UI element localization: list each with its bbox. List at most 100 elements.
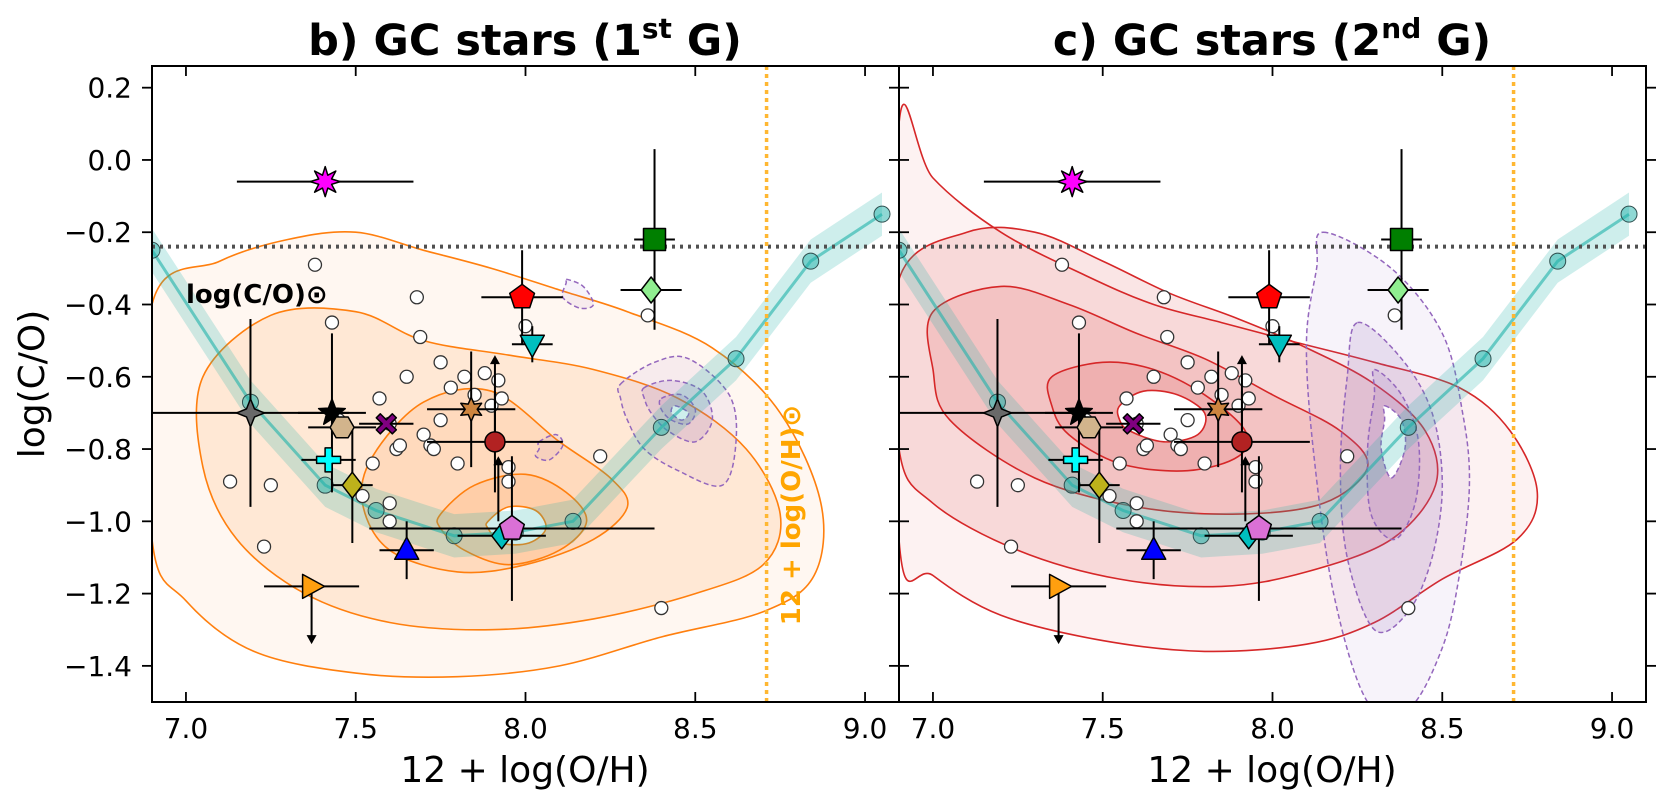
panel-c-object-marker-4: [1266, 334, 1293, 359]
ytick-label-2: −0.2: [64, 216, 132, 249]
panel-b-object-marker-15: [498, 514, 526, 540]
panel-c-object-marker-9: [1207, 396, 1230, 423]
panel-c-track-point-9: [1549, 252, 1567, 270]
panel-c-open-point-19: [1180, 355, 1195, 370]
panel-b-open-point-7: [372, 391, 387, 406]
panel-b-lowlimit-head-0: [306, 635, 317, 645]
panel-b-open-point-28: [494, 391, 509, 406]
panel-b-object-marker-0: [309, 165, 341, 198]
panel-b-xtick-label-1: 7.5: [333, 712, 378, 745]
panel-b-object-marker-7: [329, 416, 355, 439]
panel-b-track-point-9: [802, 252, 820, 270]
panel-c-open-point-1: [1010, 478, 1025, 493]
panel-b-open-point-25: [477, 366, 492, 381]
panel-c-xtick-label-1: 7.5: [1080, 712, 1125, 745]
panel-b-xtick-label-2: 8.0: [503, 712, 548, 745]
panel-b-object-marker-9: [460, 396, 483, 423]
solar-oh-label: 12 + log(O/H)⊙: [777, 405, 807, 625]
panel-b-purple-contour-0: [617, 355, 738, 487]
panel-c-open-point-25: [1224, 366, 1239, 381]
ytick-label-5: −0.8: [64, 433, 132, 466]
panel-c-open-point-20: [1180, 412, 1195, 428]
panel-b-open-point-30: [518, 319, 533, 334]
panel-c-open-point-14: [1156, 290, 1171, 305]
panel-b-open-point-35: [256, 539, 272, 554]
panel-c-xtick-label-0: 7.0: [911, 712, 956, 745]
panel-b-object-marker-11: [315, 447, 342, 473]
panel-b-open-point-32: [640, 308, 655, 323]
panel-b-open-point-20: [433, 412, 448, 428]
panel-c-object-marker-3: [1255, 283, 1283, 309]
panel-c-xtick-label-4: 9.0: [1590, 712, 1635, 745]
panel-b-open-point-18: [426, 441, 441, 457]
panel-c-track-point-8: [1474, 350, 1492, 368]
panel-c-object-marker-11: [1062, 447, 1089, 473]
panel-b-track-point-7: [652, 418, 670, 436]
panel-b-open-point-23: [457, 369, 472, 384]
panel-c-open-point-31: [1340, 449, 1355, 464]
panel-b-open-point-3: [324, 315, 340, 330]
panel-c-open-point-6: [1112, 456, 1127, 471]
panel-c-open-point-33: [1401, 600, 1416, 616]
panel-c-open-point-10: [1129, 514, 1144, 529]
ytick-label-3: −0.4: [64, 289, 132, 322]
panel-c-plot: [899, 66, 1646, 702]
panel-b-xtick-label-0: 7.0: [164, 712, 209, 745]
panel-c-uplimit-head-0: [1236, 355, 1247, 365]
panel-b-open-point-6: [365, 456, 380, 471]
panel-b-open-point-1: [263, 478, 278, 493]
panel-b-track-point-6: [564, 512, 582, 530]
panel-c-open-point-7: [1119, 391, 1134, 406]
panel-c-open-point-9: [1129, 496, 1144, 511]
panel-b-open-point-29: [501, 459, 516, 475]
panel-c-open-point-34: [1248, 474, 1263, 489]
panel-b-plot: [152, 66, 899, 702]
panel-c-open-point-32: [1387, 308, 1402, 323]
panel-b-open-point-2: [307, 257, 323, 272]
panel-b-open-point-31: [593, 449, 608, 464]
panel-c-open-point-30: [1265, 319, 1280, 334]
panel-c-track-point-6: [1311, 512, 1329, 530]
panel-b-open-point-14: [409, 290, 424, 305]
panel-b-open-point-27: [491, 373, 506, 388]
panel-b-open-point-34: [501, 474, 516, 489]
panel-b-track-point-2: [316, 476, 334, 494]
ytick-label-7: −1.2: [64, 578, 132, 611]
panel-c-open-point-21: [1190, 380, 1205, 395]
panel-c-object-marker-10: [1231, 431, 1253, 453]
x-axis-label-b: 12 + log(O/H): [400, 750, 649, 791]
panel-b-object-marker-13: [393, 536, 420, 560]
panel-c-object-marker-0: [1056, 165, 1088, 198]
panel-c-object-marker-13: [1140, 536, 1167, 560]
panel-c-open-point-3: [1071, 315, 1087, 330]
panel-c-object-marker-15: [1245, 514, 1273, 540]
panel-c-object-marker-12: [1088, 471, 1111, 499]
panel-c-open-point-2: [1054, 257, 1070, 272]
panel-b-track-point-3: [367, 501, 385, 519]
ytick-label-1: 0.0: [87, 144, 132, 177]
ytick-label-8: −1.4: [64, 650, 132, 683]
panel-b-xtick-label-3: 8.5: [673, 712, 718, 745]
panel-b-open-point-10: [382, 514, 397, 529]
panel-b-object-marker-12: [341, 471, 364, 499]
panel-c-open-point-12: [1139, 438, 1155, 453]
panel-c-title: c) GC stars (2nd G): [1053, 12, 1491, 66]
panel-b-open-point-12: [392, 438, 408, 453]
panel-c-track-point-7: [1399, 418, 1417, 436]
panel-b-contour-0: [152, 231, 825, 679]
ytick-label-4: −0.6: [64, 361, 132, 394]
panel-b-open-point-15: [413, 329, 428, 345]
panel-c-object-marker-6: [1064, 398, 1094, 425]
panel-c-open-point-35: [1003, 539, 1019, 554]
panel-c-open-point-23: [1204, 369, 1219, 384]
panel-c-open-point-13: [1146, 369, 1161, 384]
solar-co-label: log(C/O)⊙: [186, 280, 328, 310]
panel-b-object-marker-10: [484, 431, 506, 453]
panel-b-track-point-10: [873, 205, 891, 223]
ytick-label-6: −1.0: [64, 505, 132, 538]
panel-b-open-point-0: [222, 474, 238, 489]
panel-b-open-point-21: [443, 380, 458, 395]
panel-b-object-marker-6: [317, 398, 347, 425]
panel-c-object-marker-7: [1076, 416, 1102, 439]
panel-c-track-point-3: [1114, 501, 1132, 519]
